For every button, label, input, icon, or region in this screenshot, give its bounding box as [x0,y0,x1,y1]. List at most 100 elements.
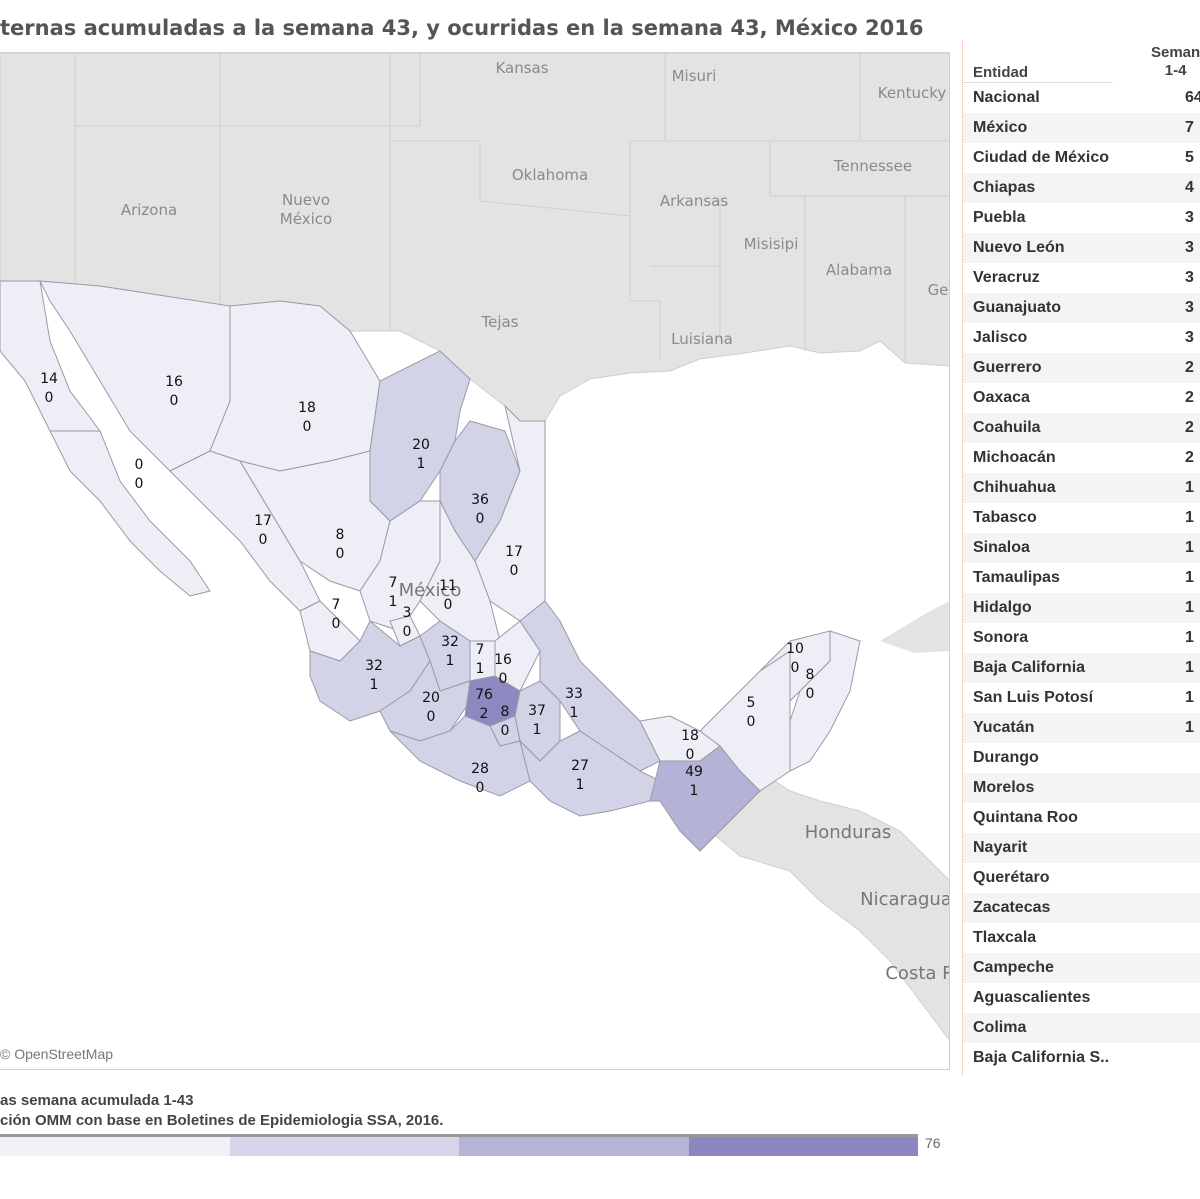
state-label-group[interactable]: 30 [403,605,412,640]
state-total-label: 17 [254,513,272,529]
state-label-group[interactable]: 180 [298,400,316,435]
state-total-label: 17 [505,544,523,560]
table-row[interactable]: Colima [963,1013,1200,1043]
table-row[interactable]: Sinaloa 1 [963,533,1200,563]
table-row[interactable]: Nacional 64 [963,83,1200,113]
state-label-group[interactable]: 200 [422,690,440,725]
state-total-label: 37 [528,703,546,719]
table-row[interactable]: Zacatecas [963,893,1200,923]
row-entity-name: Chihuahua [973,479,1056,496]
state-label-group[interactable]: 180 [681,728,699,763]
state-total-label: 11 [439,578,457,594]
state-label-group[interactable]: 170 [254,513,272,548]
table-row[interactable]: Chiapas 4 [963,173,1200,203]
entity-table[interactable]: Entidad Seman 1-4 Nacional 64 México 7 Ciuda… [962,40,1200,1075]
state-label-group[interactable]: 100 [786,641,804,676]
state-week-label: 0 [501,723,510,739]
table-row[interactable]: Jalisco 3 [963,323,1200,353]
state-week-label: 0 [686,747,695,763]
table-row[interactable]: Oaxaca 2 [963,383,1200,413]
state-label-group[interactable]: 371 [528,703,546,738]
state-total-label: 20 [412,437,430,453]
state-total-label: 27 [571,758,589,774]
table-row[interactable]: Baja California S.. [963,1043,1200,1073]
choropleth-map[interactable]: Kansas Misuri Kentucky Oklahoma Tennesse… [0,52,950,1070]
table-row[interactable]: Guerrero 2 [963,353,1200,383]
state-label-group[interactable]: 331 [565,686,583,721]
column-header-entidad[interactable]: Entidad [973,64,1028,81]
table-row[interactable]: Coahuila 2 [963,413,1200,443]
legend-source: ción OMM con base en Boletines de Epidem… [0,1112,444,1129]
table-row[interactable]: Querétaro [963,863,1200,893]
table-row[interactable]: San Luis Potosí 1 [963,683,1200,713]
table-row[interactable]: Puebla 3 [963,203,1200,233]
state-week-label: 1 [370,677,379,693]
state-total-label: 5 [747,695,756,711]
table-row[interactable]: Yucatán 1 [963,713,1200,743]
state-label-group[interactable]: 160 [165,374,183,409]
cuba [880,601,949,653]
state-total-label: 0 [135,457,144,473]
state-label-group[interactable]: 321 [365,658,383,693]
state-label-group[interactable]: 00 [135,457,144,492]
state-week-label: 0 [791,660,800,676]
state-label-group[interactable]: 201 [412,437,430,472]
table-row[interactable]: Hidalgo 1 [963,593,1200,623]
row-value: 1 [1185,509,1194,526]
column-header-semana[interactable]: Seman 1-4 [1151,44,1200,80]
state-guerrero [389,715,531,797]
table-row[interactable]: Aguascalientes [963,983,1200,1013]
state-total-label: 8 [806,667,815,683]
state-label-group[interactable]: 160 [494,652,512,687]
table-row[interactable]: Ciudad de México 5 [963,143,1200,173]
table-row[interactable]: México 7 [963,113,1200,143]
state-label-group[interactable]: 491 [685,764,703,799]
state-label-group[interactable]: 71 [389,575,398,610]
state-label-group[interactable]: 170 [505,544,523,579]
table-row[interactable]: Sonora 1 [963,623,1200,653]
state-label-group[interactable]: 80 [806,667,815,702]
table-row[interactable]: Tabasco 1 [963,503,1200,533]
state-total-label: 32 [365,658,383,674]
state-label-group[interactable]: 50 [747,695,756,730]
state-label-group[interactable]: 80 [336,527,345,562]
state-label-group[interactable]: 110 [439,578,457,613]
state-label-group[interactable]: 70 [332,597,341,632]
map-copyright[interactable]: © OpenStreetMap [0,1046,114,1062]
row-entity-name: San Luis Potosí [973,689,1094,706]
table-row[interactable]: Morelos [963,773,1200,803]
map-canvas[interactable]: Kansas Misuri Kentucky Oklahoma Tennesse… [0,53,950,1070]
table-row[interactable]: Nayarit [963,833,1200,863]
state-label-group[interactable]: 71 [476,642,485,677]
table-row[interactable]: Durango [963,743,1200,773]
state-week-label: 0 [45,390,54,406]
table-row[interactable]: Baja California 1 [963,653,1200,683]
table-row[interactable]: Tamaulipas 1 [963,563,1200,593]
table-row[interactable]: Quintana Roo [963,803,1200,833]
row-entity-name: Nayarit [973,839,1028,856]
state-label-group[interactable]: 360 [471,492,489,527]
state-label-group[interactable]: 280 [471,761,489,796]
table-row[interactable]: Chihuahua 1 [963,473,1200,503]
table-row[interactable]: Michoacán 2 [963,443,1200,473]
row-value: 3 [1185,329,1194,346]
legend-step-3 [459,1137,689,1156]
label-nicaragua: Nicaragua [860,889,950,910]
row-entity-name: Jalisco [973,329,1028,346]
state-label-group[interactable]: 140 [40,371,58,406]
state-label-group[interactable]: 762 [475,687,493,722]
state-label-group[interactable]: 271 [571,758,589,793]
row-value: 3 [1185,299,1194,316]
row-entity-name: Baja California [973,659,1086,676]
table-row[interactable]: Nuevo León 3 [963,233,1200,263]
table-row[interactable]: Campeche [963,953,1200,983]
state-week-label: 0 [510,563,519,579]
state-label-group[interactable]: 321 [441,634,459,669]
state-week-label: 0 [476,780,485,796]
state-week-label: 0 [336,546,345,562]
table-row[interactable]: Veracruz 3 [963,263,1200,293]
table-row[interactable]: Guanajuato 3 [963,293,1200,323]
table-row[interactable]: Tlaxcala [963,923,1200,953]
state-label-group[interactable]: 80 [501,704,510,739]
state-total-label: 76 [475,687,493,703]
